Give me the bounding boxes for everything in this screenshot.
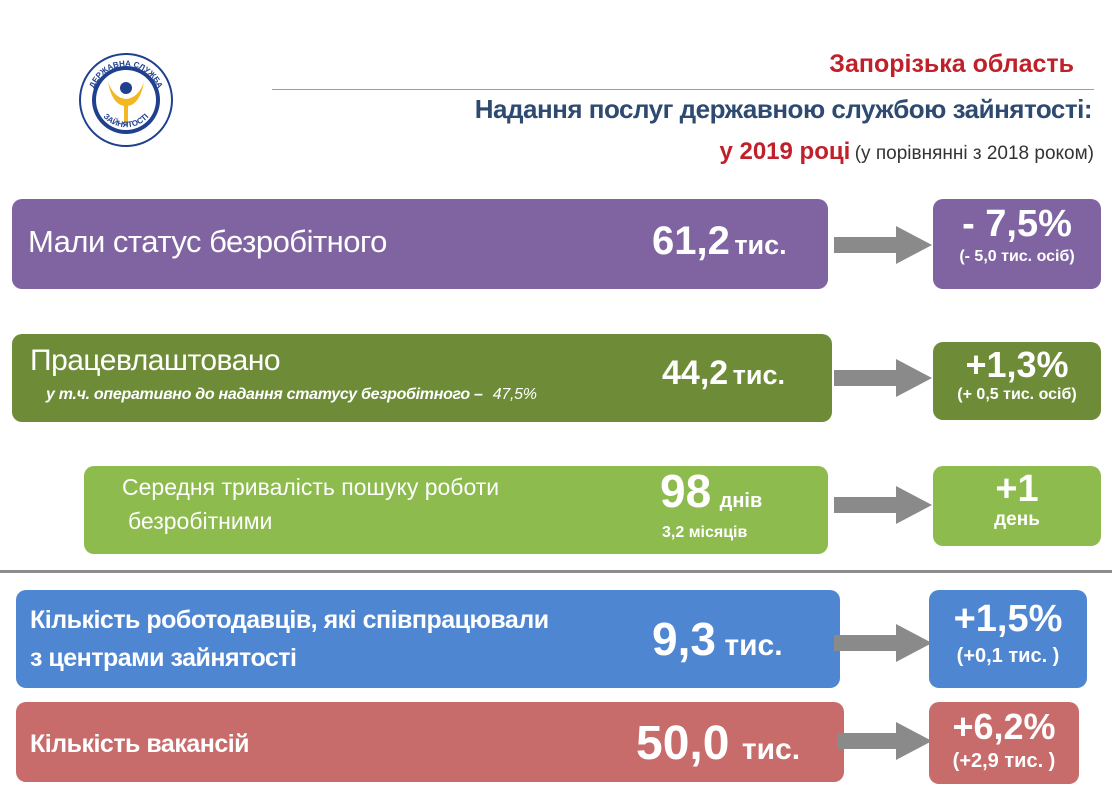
vacancies-value: 50,0 тис. [636, 717, 801, 770]
year-label: у 2019 році [719, 138, 851, 165]
page-subtitle: у 2019 році (у порівнянні з 2018 роком) [719, 138, 1094, 166]
employers-change-box: +1,5% (+0,1 тис. ) [929, 590, 1087, 688]
search-duration-change: +1 [995, 468, 1039, 510]
arrow-icon [838, 722, 932, 760]
search-duration-value: 98 днів [660, 465, 763, 517]
arrow-icon [834, 624, 932, 662]
employed-bar: Працевлаштовано у т.ч. оперативно до над… [12, 334, 832, 422]
employers-bar: Кількість роботодавців, які співпрацювал… [16, 590, 840, 688]
page-title: Надання послуг державною службою зайнято… [474, 94, 1093, 124]
search-duration-change-box: +1 день [933, 466, 1101, 546]
employers-change: +1,5% [953, 598, 1063, 640]
vacancies-bar: Кількість вакансій 50,0 тис. [16, 702, 844, 782]
search-duration-months: 3,2 місяців [662, 524, 748, 541]
comparison-label: (у порівнянні з 2018 роком) [854, 143, 1094, 164]
employers-change-detail: (+0,1 тис. ) [956, 645, 1060, 667]
unemployed-change-box: - 7,5% (- 5,0 тис. осіб) [933, 199, 1101, 289]
employed-change: +1,3% [965, 344, 1069, 385]
vacancies-label: Кількість вакансій [30, 730, 250, 758]
search-duration-bar: Середня тривалість пошуку роботи безробі… [84, 465, 828, 554]
vacancies-change: +6,2% [952, 706, 1056, 747]
unemployed-value: 61,2 тис. [652, 219, 787, 263]
search-duration-change-detail: день [994, 509, 1040, 530]
employment-service-logo: ДЕРЖАВНА СЛУЖБА ЗАЙНЯТОСТІ [79, 53, 173, 147]
search-duration-label-line2: безробітними [128, 508, 273, 534]
section-divider [0, 570, 1112, 573]
employed-change-box: +1,3% (+ 0,5 тис. осіб) [933, 342, 1101, 420]
search-duration-label-line1: Середня тривалість пошуку роботи [122, 474, 500, 500]
employed-value: 44,2 тис. [662, 354, 785, 392]
employers-label-line2: з центрами зайнятості [30, 644, 297, 672]
unemployed-change-detail: (- 5,0 тис. осіб) [959, 248, 1075, 265]
unemployed-change: - 7,5% [962, 203, 1072, 245]
vacancies-change-detail: (+2,9 тис. ) [952, 750, 1056, 772]
unemployed-status-bar: Мали статус безробітного 61,2 тис. [12, 199, 828, 289]
employers-label-line1: Кількість роботодавців, які співпрацювал… [30, 606, 549, 634]
employed-label: Працевлаштовано [30, 344, 281, 377]
vacancies-change-box: +6,2% (+2,9 тис. ) [929, 702, 1079, 784]
unemployed-label: Мали статус безробітного [28, 224, 387, 259]
arrow-icon [834, 486, 932, 524]
employers-value: 9,3 тис. [652, 613, 783, 665]
employed-change-detail: (+ 0,5 тис. осіб) [957, 386, 1077, 403]
employed-sublabel: у т.ч. оперативно до надання статусу без… [46, 386, 537, 403]
arrow-icon [834, 359, 932, 397]
arrow-icon [834, 226, 932, 264]
header-divider [272, 89, 1094, 90]
region-title: Запорізька область [829, 50, 1074, 78]
